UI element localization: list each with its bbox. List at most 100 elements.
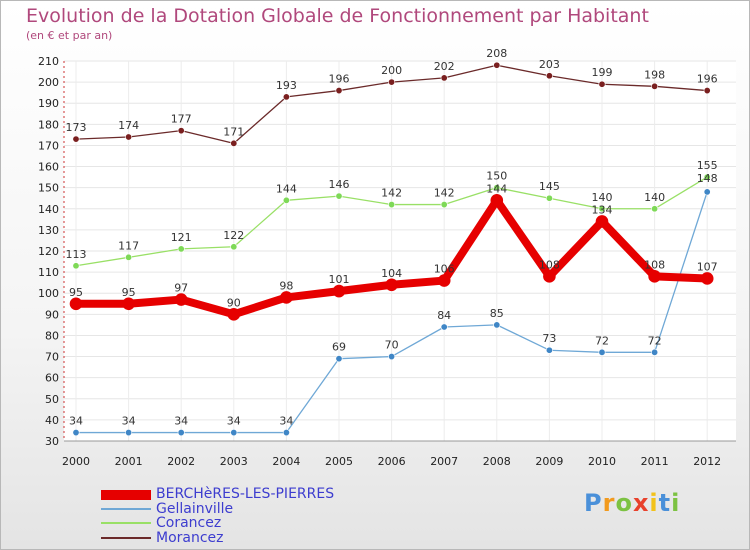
data-label-morancez: 202 [434, 60, 455, 73]
y-tick-label: 210 [38, 55, 59, 68]
data-point-gellainville [72, 429, 80, 437]
data-point-berchères-les-pierres [700, 272, 714, 285]
series-layer [69, 61, 714, 437]
x-tick-label: 2011 [641, 455, 669, 468]
y-tick-label: 60 [45, 372, 59, 385]
y-tick-label: 140 [38, 203, 59, 216]
y-tick-label: 150 [38, 182, 59, 195]
x-tick-label: 2001 [115, 455, 143, 468]
x-tick-label: 2010 [588, 455, 616, 468]
data-point-berchères-les-pierres [280, 291, 293, 304]
data-label-morancez: 208 [486, 47, 507, 60]
data-label-gellainville: 34 [69, 415, 83, 428]
data-point-corancez [598, 205, 606, 213]
legend-swatch [101, 508, 151, 510]
legend-label: BERCHèRES-LES-PIERRES [156, 486, 335, 502]
y-tick-label: 30 [45, 435, 59, 448]
data-point-gellainville [703, 188, 711, 196]
data-point-berchères-les-pierres [490, 194, 504, 207]
data-label-corancez: 144 [276, 182, 297, 195]
data-point-berchères-les-pierres [648, 270, 661, 283]
x-tick-label: 2012 [693, 455, 721, 468]
data-point-corancez [72, 262, 80, 270]
data-point-morancez [177, 127, 185, 135]
y-tick-label: 70 [45, 351, 59, 364]
logo-letter: r [602, 489, 616, 517]
y-tick-label: 130 [38, 224, 59, 237]
data-label-berchères-les-pierres: 134 [592, 203, 613, 216]
data-point-gellainville [177, 429, 185, 437]
data-point-corancez [388, 201, 396, 209]
x-tick-label: 2002 [167, 455, 195, 468]
data-point-gellainville [651, 348, 659, 356]
data-label-gellainville: 34 [279, 415, 293, 428]
data-label-morancez: 177 [171, 113, 192, 126]
data-point-morancez [125, 133, 133, 141]
data-label-gellainville: 69 [332, 341, 346, 354]
data-point-gellainville [493, 321, 501, 329]
data-point-corancez [493, 184, 501, 192]
chart-subtitle: (en € et par an) [26, 29, 113, 42]
data-point-gellainville [125, 429, 133, 437]
x-tick-label: 2008 [483, 455, 511, 468]
data-point-corancez [703, 173, 711, 181]
y-tick-label: 190 [38, 97, 59, 110]
data-point-berchères-les-pierres [437, 274, 451, 287]
chart-axes: 30 40 50 60 70 80 90 100 110 120 130 140 150 160 170 18… [38, 55, 736, 468]
data-label-berchères-les-pierres: 95 [69, 286, 83, 299]
y-tick-label: 120 [38, 245, 59, 258]
data-label-gellainville: 85 [490, 307, 504, 320]
y-tick-label: 170 [38, 139, 59, 152]
data-point-corancez [125, 253, 133, 261]
data-label-gellainville: 84 [437, 309, 451, 322]
data-point-berchères-les-pierres [595, 215, 609, 228]
data-point-gellainville [440, 323, 448, 331]
data-point-corancez [545, 194, 553, 202]
data-point-berchères-les-pierres [122, 297, 135, 311]
data-point-morancez [703, 87, 711, 95]
chart-grid [64, 60, 736, 442]
data-point-corancez [177, 245, 185, 253]
data-point-gellainville [388, 353, 396, 361]
data-point-corancez [282, 196, 290, 204]
data-label-morancez: 196 [697, 73, 718, 86]
y-tick-label: 200 [38, 76, 59, 89]
x-tick-label: 2004 [272, 455, 300, 468]
y-tick-label: 50 [45, 393, 59, 406]
data-label-berchères-les-pierres: 98 [279, 279, 293, 292]
logo-letter: P [584, 489, 603, 517]
data-label-corancez: 145 [539, 180, 560, 193]
x-tick-label: 2003 [220, 455, 248, 468]
data-label-morancez: 173 [66, 121, 87, 134]
data-label-corancez: 117 [118, 239, 139, 252]
data-point-morancez [651, 82, 659, 90]
data-label-corancez: 140 [644, 191, 665, 204]
x-tick-label: 2009 [535, 455, 563, 468]
data-label-corancez: 150 [486, 170, 507, 183]
logo-letter: x [632, 489, 650, 517]
data-label-morancez: 200 [381, 64, 402, 77]
logo-letter: o [615, 489, 633, 517]
data-label-morancez: 171 [223, 125, 244, 138]
data-label-berchères-les-pierres: 90 [227, 296, 241, 309]
data-point-morancez [388, 78, 396, 86]
data-point-berchères-les-pierres [69, 297, 83, 311]
legend-swatch [101, 490, 151, 500]
legend-swatch [101, 537, 151, 539]
data-label-gellainville: 34 [122, 415, 136, 428]
data-point-morancez [440, 74, 448, 82]
data-label-corancez: 142 [434, 187, 455, 200]
data-point-morancez [282, 93, 290, 101]
data-label-corancez: 140 [592, 191, 613, 204]
data-point-morancez [545, 72, 553, 80]
data-label-berchères-les-pierres: 108 [539, 258, 560, 271]
data-label-morancez: 193 [276, 79, 297, 92]
y-tick-label: 40 [45, 414, 59, 427]
y-tick-label: 100 [38, 287, 59, 300]
data-label-berchères-les-pierres: 101 [329, 273, 350, 286]
data-point-gellainville [598, 348, 606, 356]
data-label-gellainville: 72 [595, 334, 609, 347]
data-label-gellainville: 34 [227, 415, 241, 428]
